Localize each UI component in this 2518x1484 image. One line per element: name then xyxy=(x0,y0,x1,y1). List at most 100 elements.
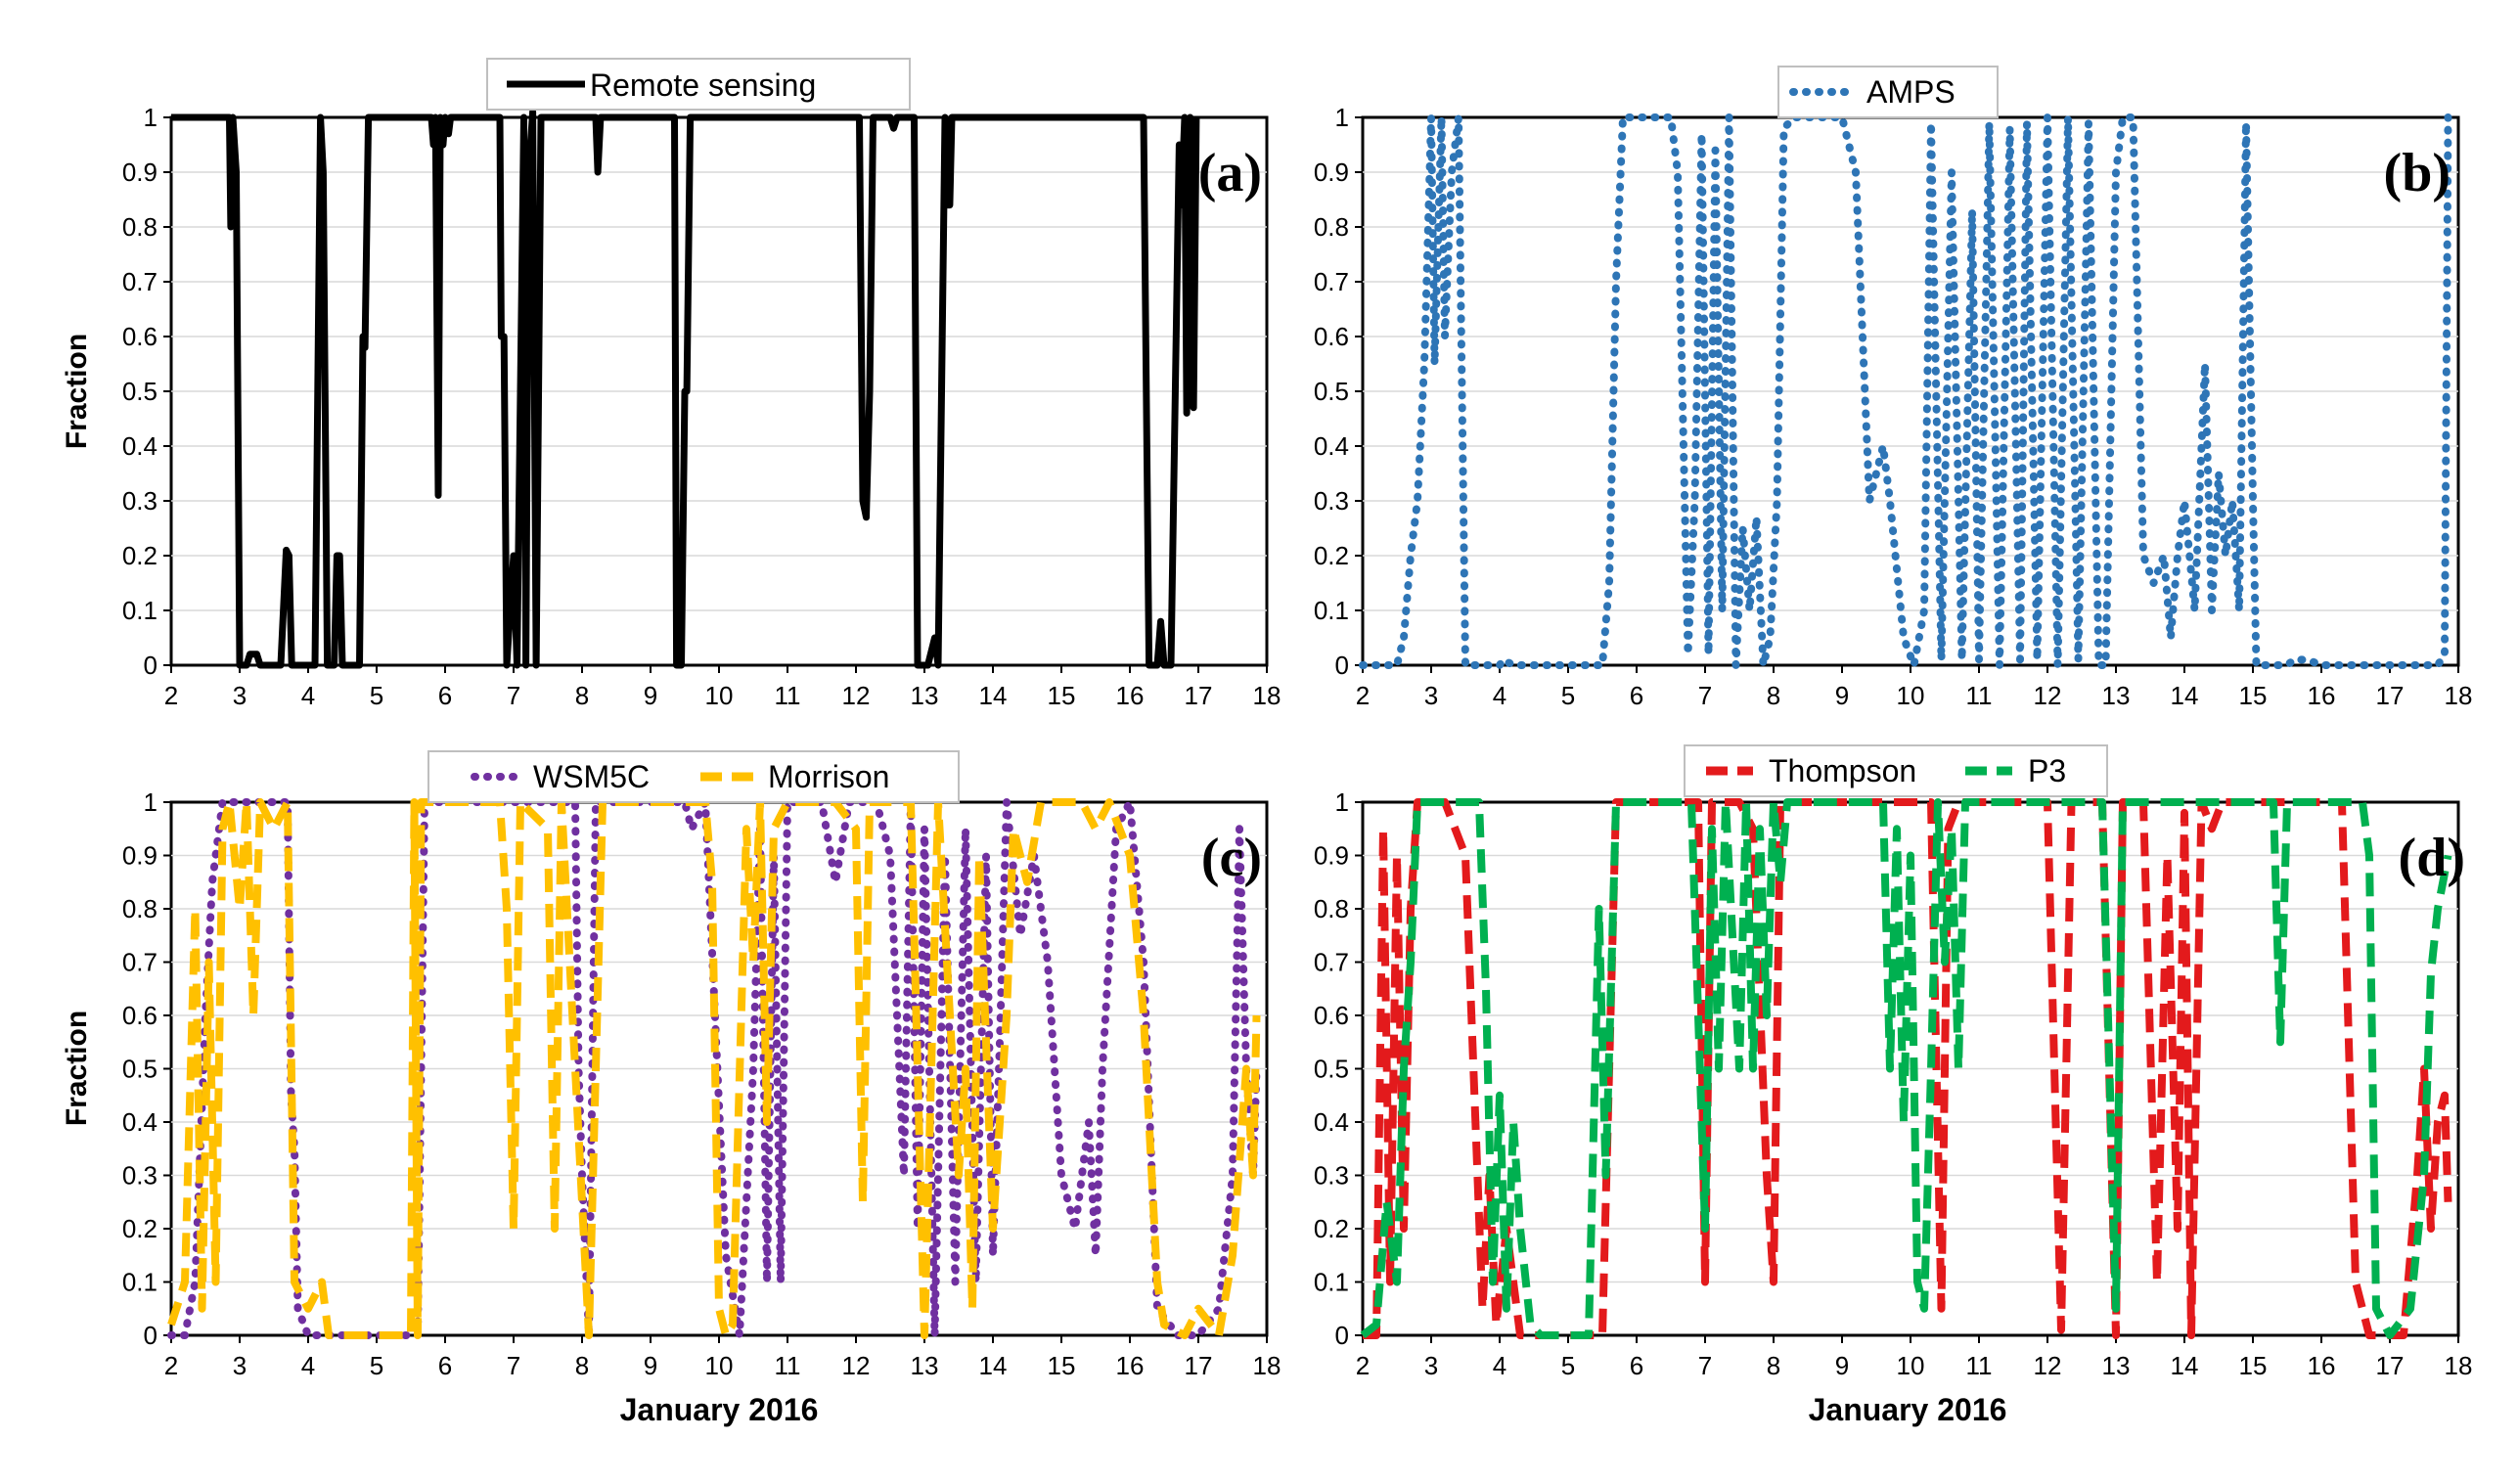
y-tick-label-c-9: 0.9 xyxy=(122,841,157,871)
y-tick-label-d-4: 0.4 xyxy=(1314,1107,1349,1137)
panel-d: 0 0.1 0.2 0.3 0.4 0.5 0.6 0.7 0.8 0.9 1 2 3 4 5 6 7 8 9 10… xyxy=(1314,744,2473,1427)
y-tick-label-a-4: 0.4 xyxy=(122,431,157,461)
y-tick-label-c-8: 0.8 xyxy=(122,894,157,923)
x-tick-label-b-15: 17 xyxy=(2376,681,2405,710)
y-tick-label-c-5: 0.5 xyxy=(122,1055,157,1084)
x-tick-label-a-7: 9 xyxy=(644,681,657,710)
y-tick-label-c-3: 0.3 xyxy=(122,1161,157,1191)
y-tick-label-a-0: 0 xyxy=(144,651,157,680)
x-tick-label-a-0: 2 xyxy=(164,681,178,710)
series-line-a-remote-sensing xyxy=(171,108,1200,669)
x-tick-label-a-5: 7 xyxy=(507,681,520,710)
y-tick-label-b-8: 0.8 xyxy=(1314,212,1349,242)
y-tick-label-b-9: 0.9 xyxy=(1314,157,1349,187)
x-tick-label-a-1: 3 xyxy=(233,681,247,710)
x-tick-label-d-7: 9 xyxy=(1835,1351,1849,1380)
y-tick-labels-d: 0 0.1 0.2 0.3 0.4 0.5 0.6 0.7 0.8 0.9 1 xyxy=(1314,787,1363,1350)
x-tick-label-d-14: 16 xyxy=(2308,1351,2336,1380)
panel-label-a: (a) xyxy=(1198,143,1262,203)
x-tick-label-c-4: 6 xyxy=(438,1351,452,1380)
series-layer-c xyxy=(167,798,1261,1339)
x-tick-label-b-6: 8 xyxy=(1767,681,1780,710)
panel-c: 0 0.1 0.2 0.3 0.4 0.5 0.6 0.7 0.8 0.9 1 2 3 4 5 6 7 8 9 10… xyxy=(61,750,1281,1427)
legend-label-amps: AMPS xyxy=(1866,74,1956,110)
x-tick-label-d-12: 14 xyxy=(2171,1351,2199,1380)
x-tick-label-d-15: 17 xyxy=(2376,1351,2405,1380)
x-tick-label-d-1: 3 xyxy=(1424,1351,1438,1380)
x-tick-label-c-16: 18 xyxy=(1253,1351,1281,1380)
x-tick-label-b-3: 5 xyxy=(1561,681,1575,710)
y-tick-label-d-1: 0.1 xyxy=(1314,1268,1349,1297)
y-tick-label-b-4: 0.4 xyxy=(1314,431,1349,461)
x-tick-label-b-12: 14 xyxy=(2171,681,2199,710)
x-tick-label-d-13: 15 xyxy=(2239,1351,2268,1380)
x-tick-label-a-4: 6 xyxy=(438,681,452,710)
x-tick-label-c-10: 12 xyxy=(842,1351,871,1380)
y-tick-label-d-0: 0 xyxy=(1335,1321,1349,1350)
x-tick-label-c-0: 2 xyxy=(164,1351,178,1380)
y-tick-label-b-3: 0.3 xyxy=(1314,486,1349,516)
series-line-d-p3 xyxy=(1360,798,2452,1339)
x-tick-label-b-5: 7 xyxy=(1698,681,1712,710)
x-tick-label-a-3: 5 xyxy=(370,681,383,710)
x-tick-label-b-7: 9 xyxy=(1835,681,1849,710)
y-tick-label-c-6: 0.6 xyxy=(122,1001,157,1030)
x-tick-labels-b: 2 3 4 5 6 7 8 9 10 11 12 13 14 15 16 17 18 xyxy=(1356,665,2472,710)
x-tick-label-d-9: 11 xyxy=(1966,1351,1993,1380)
x-tick-label-a-2: 4 xyxy=(301,681,315,710)
x-tick-label-d-8: 10 xyxy=(1897,1351,1925,1380)
x-tick-labels-c: 2 3 4 5 6 7 8 9 10 11 12 13 14 15 16 17 18 xyxy=(164,1335,1281,1380)
x-tick-label-d-2: 4 xyxy=(1493,1351,1506,1380)
x-tick-label-b-4: 6 xyxy=(1630,681,1643,710)
x-tick-label-d-3: 5 xyxy=(1561,1351,1575,1380)
grid-a xyxy=(171,171,1267,611)
y-tick-label-d-8: 0.8 xyxy=(1314,894,1349,923)
x-tick-label-b-10: 12 xyxy=(2034,681,2062,710)
y-axis-label-c: Fraction xyxy=(61,1011,93,1126)
x-tick-label-a-6: 8 xyxy=(575,681,589,710)
panel-b: 0 0.1 0.2 0.3 0.4 0.5 0.6 0.7 0.8 0.9 1 2 3 4 5 6 7 8 9 10… xyxy=(1314,66,2472,710)
series-line-b-amps xyxy=(1359,113,2452,669)
y-tick-label-c-4: 0.4 xyxy=(122,1107,157,1137)
x-tick-label-a-15: 17 xyxy=(1185,681,1213,710)
x-axis-label-d: January 2016 xyxy=(1809,1392,2007,1427)
y-tick-label-a-8: 0.8 xyxy=(122,212,157,242)
panel-a: 0 0.1 0.2 0.3 0.4 0.5 0.6 0.7 0.8 0.9 1 2 3 4 5 6 7 8 9 10… xyxy=(61,58,1281,710)
legend-d xyxy=(1684,744,2108,797)
x-tick-label-d-16: 18 xyxy=(2445,1351,2473,1380)
x-tick-label-c-5: 7 xyxy=(507,1351,520,1380)
x-tick-label-d-0: 2 xyxy=(1356,1351,1370,1380)
y-tick-label-a-7: 0.7 xyxy=(122,267,157,296)
y-tick-label-c-2: 0.2 xyxy=(122,1214,157,1243)
x-tick-label-b-0: 2 xyxy=(1356,681,1370,710)
x-tick-label-a-10: 12 xyxy=(842,681,871,710)
y-tick-label-a-6: 0.6 xyxy=(122,322,157,351)
x-tick-label-a-9: 11 xyxy=(775,681,801,710)
x-tick-label-d-6: 8 xyxy=(1767,1351,1780,1380)
y-axis-label-a: Fraction xyxy=(61,334,93,449)
x-tick-label-c-3: 5 xyxy=(370,1351,383,1380)
legend-label-morrison: Morrison xyxy=(768,759,889,794)
y-tick-label-b-2: 0.2 xyxy=(1314,541,1349,570)
y-tick-labels-b: 0 0.1 0.2 0.3 0.4 0.5 0.6 0.7 0.8 0.9 1 xyxy=(1314,103,1363,680)
x-tick-label-b-11: 13 xyxy=(2102,681,2131,710)
x-tick-label-c-7: 9 xyxy=(644,1351,657,1380)
x-tick-label-a-14: 16 xyxy=(1116,681,1145,710)
y-tick-label-a-3: 0.3 xyxy=(122,486,157,516)
x-tick-labels-d: 2 3 4 5 6 7 8 9 10 11 12 13 14 15 16 17 18 xyxy=(1356,1335,2473,1380)
y-tick-label-d-10: 1 xyxy=(1335,787,1349,817)
y-tick-label-d-7: 0.7 xyxy=(1314,948,1349,977)
grid-b xyxy=(1363,171,2458,611)
y-tick-labels-c: 0 0.1 0.2 0.3 0.4 0.5 0.6 0.7 0.8 0.9 1 xyxy=(122,787,171,1350)
legend-label-p3: P3 xyxy=(2028,753,2066,788)
x-tick-label-d-4: 6 xyxy=(1630,1351,1643,1380)
x-tick-label-b-9: 11 xyxy=(1966,681,1993,710)
x-tick-label-b-13: 15 xyxy=(2239,681,2268,710)
x-tick-label-d-11: 13 xyxy=(2102,1351,2131,1380)
grid-c xyxy=(171,854,1267,1283)
x-tick-label-b-1: 3 xyxy=(1424,681,1438,710)
y-tick-label-c-10: 1 xyxy=(144,787,157,817)
y-tick-label-a-2: 0.2 xyxy=(122,541,157,570)
y-tick-labels-a: 0 0.1 0.2 0.3 0.4 0.5 0.6 0.7 0.8 0.9 1 xyxy=(122,103,171,680)
